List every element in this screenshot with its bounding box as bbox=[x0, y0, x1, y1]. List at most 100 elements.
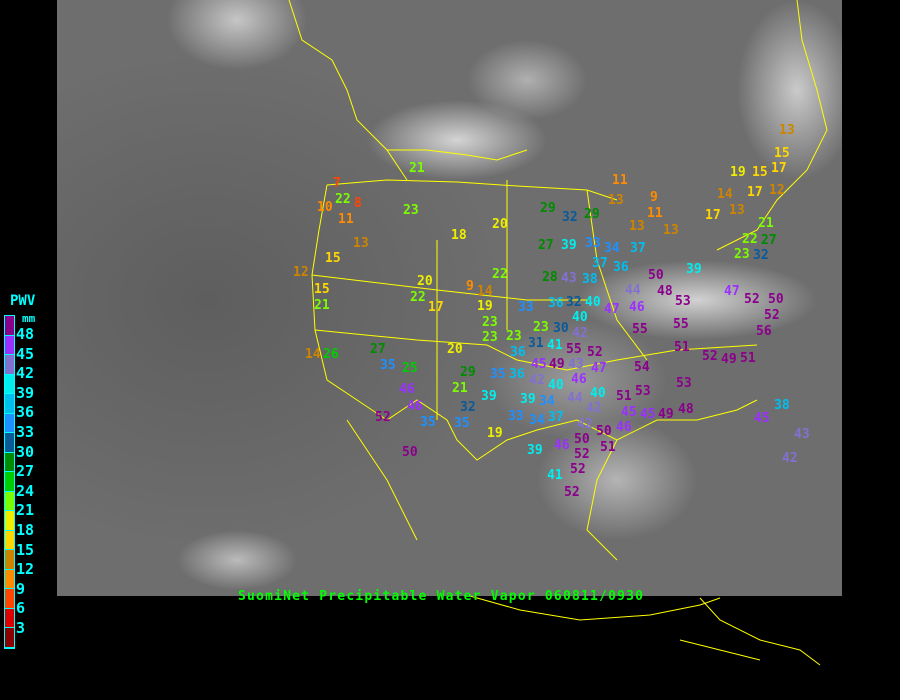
station-pwv-value: 14 bbox=[305, 347, 321, 362]
station-pwv-value: 53 bbox=[635, 384, 651, 399]
station-pwv-value: 23 bbox=[482, 330, 498, 345]
station-pwv-value: 13 bbox=[779, 123, 795, 138]
legend-tick: 6 bbox=[16, 599, 26, 618]
station-pwv-value: 12 bbox=[769, 183, 785, 198]
satellite-map bbox=[57, 0, 842, 596]
station-pwv-value: 49 bbox=[721, 352, 737, 367]
station-pwv-value: 19 bbox=[487, 426, 503, 441]
station-pwv-value: 15 bbox=[774, 146, 790, 161]
legend-tick: 9 bbox=[16, 579, 26, 598]
station-pwv-value: 42 bbox=[586, 401, 602, 416]
legend-tick: 30 bbox=[16, 442, 35, 461]
station-pwv-value: 33 bbox=[518, 300, 534, 315]
station-pwv-value: 39 bbox=[527, 443, 543, 458]
station-pwv-value: 27 bbox=[370, 342, 386, 357]
station-pwv-value: 39 bbox=[481, 389, 497, 404]
station-pwv-value: 39 bbox=[561, 238, 577, 253]
station-pwv-value: 26 bbox=[323, 347, 339, 362]
station-pwv-value: 41 bbox=[547, 338, 563, 353]
legend-swatch bbox=[5, 491, 14, 511]
legend-tick: 24 bbox=[16, 481, 35, 500]
station-pwv-value: 51 bbox=[600, 440, 616, 455]
station-pwv-value: 55 bbox=[673, 317, 689, 332]
map-title: SuomiNet Precipitable Water Vapor 060811… bbox=[238, 589, 645, 604]
station-pwv-value: 46 bbox=[629, 300, 645, 315]
station-pwv-value: 7 bbox=[333, 176, 341, 191]
station-pwv-value: 33 bbox=[585, 236, 601, 251]
station-pwv-value: 47 bbox=[604, 302, 620, 317]
station-pwv-value: 29 bbox=[460, 365, 476, 380]
station-pwv-value: 22 bbox=[410, 290, 426, 305]
station-pwv-value: 36 bbox=[510, 345, 526, 360]
station-pwv-value: 9 bbox=[650, 190, 658, 205]
station-pwv-value: 49 bbox=[658, 407, 674, 422]
station-pwv-value: 35 bbox=[454, 416, 470, 431]
station-pwv-value: 17 bbox=[747, 185, 763, 200]
station-pwv-value: 44 bbox=[625, 283, 641, 298]
station-pwv-value: 42 bbox=[572, 326, 588, 341]
station-pwv-value: 36 bbox=[509, 367, 525, 382]
legend-tick: 39 bbox=[16, 383, 35, 402]
station-pwv-value: 9 bbox=[466, 279, 474, 294]
legend-swatch bbox=[5, 413, 14, 433]
station-pwv-value: 25 bbox=[402, 361, 418, 376]
station-pwv-value: 44 bbox=[567, 391, 583, 406]
station-pwv-value: 38 bbox=[582, 272, 598, 287]
station-pwv-value: 18 bbox=[451, 228, 467, 243]
station-pwv-value: 52 bbox=[702, 349, 718, 364]
station-pwv-value: 45 bbox=[754, 411, 770, 426]
legend-swatch bbox=[5, 550, 14, 570]
station-pwv-value: 51 bbox=[740, 351, 756, 366]
station-pwv-value: 47 bbox=[724, 284, 740, 299]
station-pwv-value: 53 bbox=[675, 294, 691, 309]
station-pwv-value: 23 bbox=[533, 320, 549, 335]
legend-tick: 27 bbox=[16, 462, 35, 481]
station-pwv-value: 23 bbox=[403, 203, 419, 218]
station-pwv-value: 40 bbox=[548, 378, 564, 393]
station-pwv-value: 21 bbox=[452, 381, 468, 396]
legend-swatch bbox=[5, 394, 14, 414]
station-pwv-value: 50 bbox=[768, 292, 784, 307]
legend-tick: 18 bbox=[16, 521, 35, 539]
station-pwv-value: 52 bbox=[574, 447, 590, 462]
legend-swatch bbox=[5, 355, 14, 375]
station-pwv-value: 42 bbox=[577, 417, 593, 432]
station-pwv-value: 52 bbox=[744, 292, 760, 307]
legend-swatch bbox=[5, 530, 14, 550]
legend-swatch bbox=[5, 628, 14, 648]
station-pwv-value: 19 bbox=[730, 165, 746, 180]
station-pwv-value: 43 bbox=[794, 427, 810, 442]
station-pwv-value: 17 bbox=[771, 161, 787, 176]
station-pwv-value: 23 bbox=[482, 315, 498, 330]
color-scale-bar bbox=[4, 315, 15, 649]
station-pwv-value: 47 bbox=[591, 361, 607, 376]
station-pwv-value: 11 bbox=[612, 173, 628, 188]
station-pwv-value: 52 bbox=[764, 308, 780, 323]
station-pwv-value: 40 bbox=[572, 310, 588, 325]
station-pwv-value: 29 bbox=[540, 201, 556, 216]
station-pwv-value: 13 bbox=[629, 219, 645, 234]
station-pwv-value: 31 bbox=[528, 336, 544, 351]
legend-title: PWV bbox=[10, 293, 36, 309]
station-pwv-value: 20 bbox=[447, 342, 463, 357]
station-pwv-value: 46 bbox=[399, 382, 415, 397]
station-pwv-value: 48 bbox=[678, 402, 694, 417]
station-pwv-value: 37 bbox=[548, 410, 564, 425]
station-pwv-value: 51 bbox=[674, 340, 690, 355]
station-pwv-value: 11 bbox=[647, 206, 663, 221]
station-pwv-value: 46 bbox=[554, 438, 570, 453]
legend-swatch bbox=[5, 589, 14, 609]
station-pwv-value: 19 bbox=[477, 299, 493, 314]
legend-tick: 3 bbox=[16, 619, 26, 637]
station-pwv-value: 8 bbox=[354, 196, 362, 211]
station-pwv-value: 40 bbox=[585, 295, 601, 310]
station-pwv-value: 35 bbox=[380, 358, 396, 373]
station-pwv-value: 23 bbox=[506, 329, 522, 344]
station-pwv-value: 33 bbox=[508, 409, 524, 424]
station-pwv-value: 37 bbox=[630, 241, 646, 256]
station-pwv-value: 32 bbox=[566, 295, 582, 310]
station-pwv-value: 28 bbox=[542, 270, 558, 285]
station-pwv-value: 46 bbox=[407, 399, 423, 414]
station-pwv-value: 52 bbox=[564, 485, 580, 500]
